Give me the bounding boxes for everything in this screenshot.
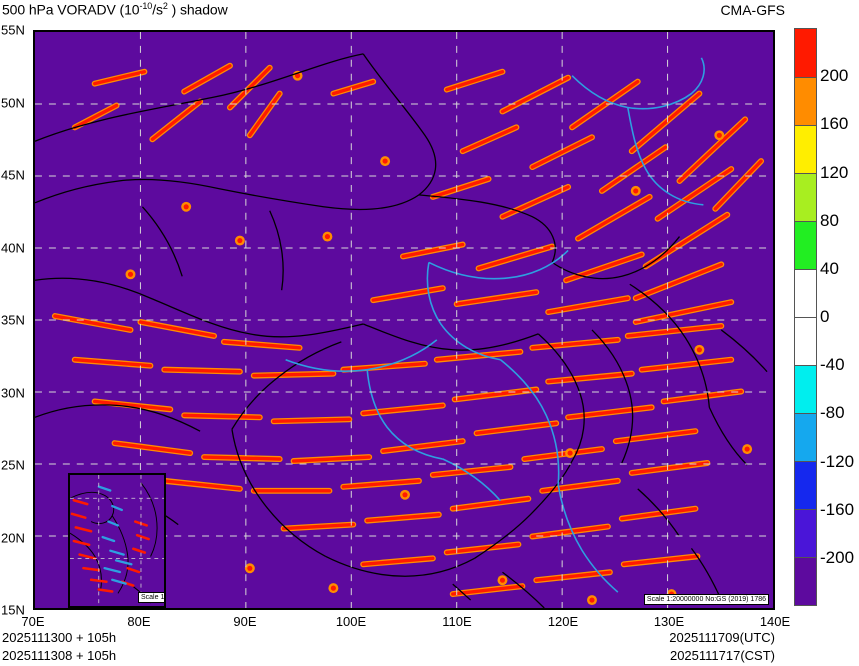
colorbar-band-11 (795, 557, 816, 605)
footer-valid-cst: 2025111717(CST) (669, 648, 775, 663)
colorbar-band-1 (795, 77, 816, 125)
colorbar-band-6 (795, 317, 816, 365)
colorbar-band-10 (795, 509, 816, 557)
colorbar-tick--200: -200 (820, 547, 855, 567)
lon-tick-70E: 70E (21, 614, 45, 629)
lon-tick-90E: 90E (233, 614, 257, 629)
lat-tick-35N: 35N (1, 312, 25, 328)
colorbar-tick--120: -120 (820, 451, 855, 471)
footer-init-cst: 2025111308 + 105h (2, 648, 117, 663)
lat-tick-40N: 40N (1, 240, 25, 255)
lat-tick-55N: 55N (1, 22, 25, 38)
colorbar-band-8 (795, 413, 816, 461)
colorbar-band-3 (795, 173, 816, 221)
lat-tick-30N: 30N (1, 385, 25, 400)
inset-background (70, 475, 164, 606)
colorbar-tick-40: 40 (820, 258, 839, 278)
page-title-suffix: /s (152, 1, 163, 18)
colorbar-band-0 (795, 29, 816, 77)
inset-positive (70, 498, 150, 593)
coastlines-layer (35, 53, 768, 608)
colorbar-tick-80: 80 (820, 210, 839, 230)
colorbar[interactable] (794, 28, 817, 606)
voradv-positive-fills (53, 64, 763, 596)
colorbar-tick-0: 0 (820, 307, 830, 326)
page-title-exponent2: 2 (162, 1, 168, 11)
inset-map-panel[interactable]: Scale 1:40000000 (68, 473, 166, 608)
lat-tick-45N: 45N (1, 167, 25, 183)
lon-tick-130E: 130E (653, 614, 685, 629)
lon-tick-100E: 100E (335, 614, 367, 629)
map-scale-label: Scale 1:20000000 No:GS (2019) 1786 (643, 594, 769, 605)
footer-valid-utc: 2025111709(UTC) (669, 630, 775, 645)
lat-tick-20N: 20N (1, 530, 25, 545)
inset-scale-label: Scale 1:40000000 (138, 592, 164, 603)
lon-tick-120E: 120E (547, 614, 579, 629)
footer-init-utc: 2025111300 + 105h (2, 630, 117, 645)
inset-map-canvas (70, 475, 164, 606)
map-panel[interactable]: Scale 1:40000000 Scale 1:20000000 No:GS … (33, 30, 775, 610)
colorbar-band-2 (795, 125, 816, 173)
page-title: 500 hPa VORADV (10-10/s2 ) shadow (2, 1, 228, 18)
colorbar-band-5 (795, 269, 816, 317)
colorbar-tick--160: -160 (820, 499, 855, 519)
colorbar-tick--80: -80 (820, 403, 845, 423)
rivers-layer (285, 57, 705, 593)
lon-tick-110E: 110E (442, 614, 472, 629)
colorbar-tick-120: 120 (820, 162, 849, 182)
page-title-exponent: -10 (139, 1, 153, 11)
lat-tick-15N: 15N (1, 602, 25, 618)
colorbar-band-4 (795, 221, 816, 269)
lat-tick-25N: 25N (1, 457, 25, 473)
lon-tick-140E: 140E (759, 614, 791, 629)
colorbar-tick-200: 200 (820, 66, 849, 86)
page-title-prefix: 500 hPa VORADV (10 (2, 1, 140, 18)
inset-graticule (70, 475, 164, 606)
model-label: CMA-GFS (720, 2, 785, 18)
colorbar-tick--40: -40 (820, 355, 845, 375)
colorbar-band-7 (795, 365, 816, 413)
colorbar-tick-160: 160 (820, 114, 849, 134)
lat-tick-50N: 50N (1, 95, 25, 110)
page-title-tail: ) shadow (167, 1, 228, 18)
lon-tick-80E: 80E (127, 614, 151, 629)
graticule-layer (35, 32, 773, 608)
inset-negative (97, 485, 133, 585)
colorbar-band-9 (795, 461, 816, 509)
